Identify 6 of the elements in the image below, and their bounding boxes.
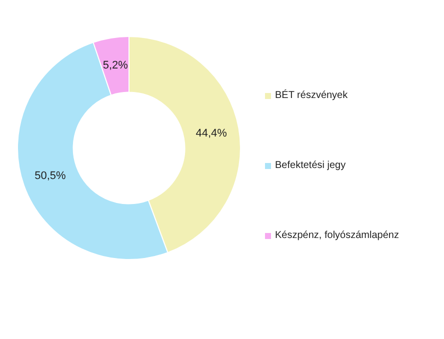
data-label: 44,4% (196, 127, 228, 140)
legend-label: Befektetési jegy (275, 160, 346, 171)
legend-label: Készpénz, folyószámlapénz (275, 230, 399, 241)
data-label: 50,5% (34, 170, 66, 182)
data-label: 5,2% (102, 60, 128, 72)
legend-label: BÉT részvények (275, 90, 348, 101)
